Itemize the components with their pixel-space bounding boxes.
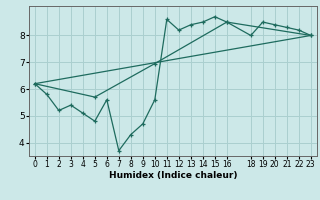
X-axis label: Humidex (Indice chaleur): Humidex (Indice chaleur) bbox=[108, 171, 237, 180]
